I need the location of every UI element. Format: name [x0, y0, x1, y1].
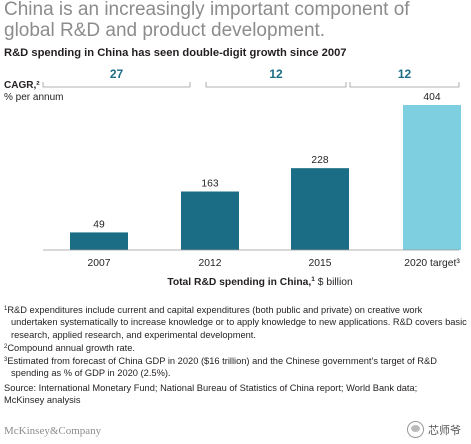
- chart-title: China is an increasingly important compo…: [4, 0, 410, 41]
- footnote-3: 3Estimated from forecast of China GDP in…: [4, 354, 467, 380]
- bar-value-label-2: 163: [201, 178, 218, 189]
- bar-chart: 27 12 12 CAGR,² % per annum 49 163 228 404 20…: [4, 67, 461, 288]
- x-tick-label-4: 2020 target³: [404, 258, 460, 269]
- brand-logo: McKinsey&Company: [4, 425, 102, 437]
- watermark-text: 芯师爷: [428, 424, 461, 437]
- x-tick-label-3: 2015: [309, 258, 332, 269]
- bar-2: [181, 191, 239, 250]
- footnote-2-mark: 2: [4, 343, 8, 350]
- x-axis-label-sup: 1: [311, 276, 315, 283]
- bar-value-label-1: 49: [93, 219, 105, 230]
- bars: 49 163 228 404: [70, 92, 461, 250]
- source-note: Source: International Monetary Fund; Nat…: [4, 383, 418, 406]
- cagr-value-3: 12: [398, 67, 412, 81]
- x-axis-label-unit: $ billion: [315, 277, 353, 288]
- footnote-3-text: Estimated from forecast of China GDP in …: [7, 356, 437, 379]
- footnote-3-mark: 3: [4, 357, 8, 364]
- x-tick-label-1: 2007: [88, 258, 111, 269]
- x-tick-label-2: 2012: [199, 258, 222, 269]
- x-tick-labels: 2007 2012 2015 2020 target³: [88, 258, 461, 269]
- bar-4: [403, 105, 461, 250]
- bar-value-label-3: 228: [311, 155, 328, 166]
- cagr-bracket-1: [42, 82, 191, 88]
- chart-subtitle: R&D spending in China has seen double-di…: [4, 47, 347, 59]
- watermark: 芯师爷: [407, 421, 461, 438]
- x-axis-label: Total R&D spending in China,1 $ billion: [167, 276, 353, 288]
- cagr-value-2: 12: [269, 67, 283, 81]
- footnote-1-mark: 1: [4, 306, 8, 312]
- wechat-icon: [407, 421, 424, 438]
- x-axis-label-bold: Total R&D spending in China,: [167, 277, 311, 288]
- cagr-label: CAGR,²: [4, 80, 40, 91]
- footnotes: 1R&D expenditures include current and ca…: [4, 303, 467, 380]
- bar-3: [291, 168, 349, 250]
- cagr-annotations: 27 12 12: [42, 67, 460, 88]
- footnote-1: 1R&D expenditures include current and ca…: [4, 303, 467, 341]
- cagr-bracket-2: [205, 82, 347, 88]
- bar-1: [70, 232, 128, 250]
- bar-value-label-4: 404: [423, 92, 440, 103]
- cagr-bracket-3: [349, 82, 460, 88]
- footnote-2-text: Compound annual growth rate.: [7, 342, 135, 353]
- cagr-unit: % per annum: [4, 92, 63, 103]
- footnote-2: 2Compound annual growth rate.: [4, 341, 467, 354]
- cagr-value-1: 27: [110, 67, 124, 81]
- footnote-1-text: R&D expenditures include current and cap…: [7, 305, 467, 340]
